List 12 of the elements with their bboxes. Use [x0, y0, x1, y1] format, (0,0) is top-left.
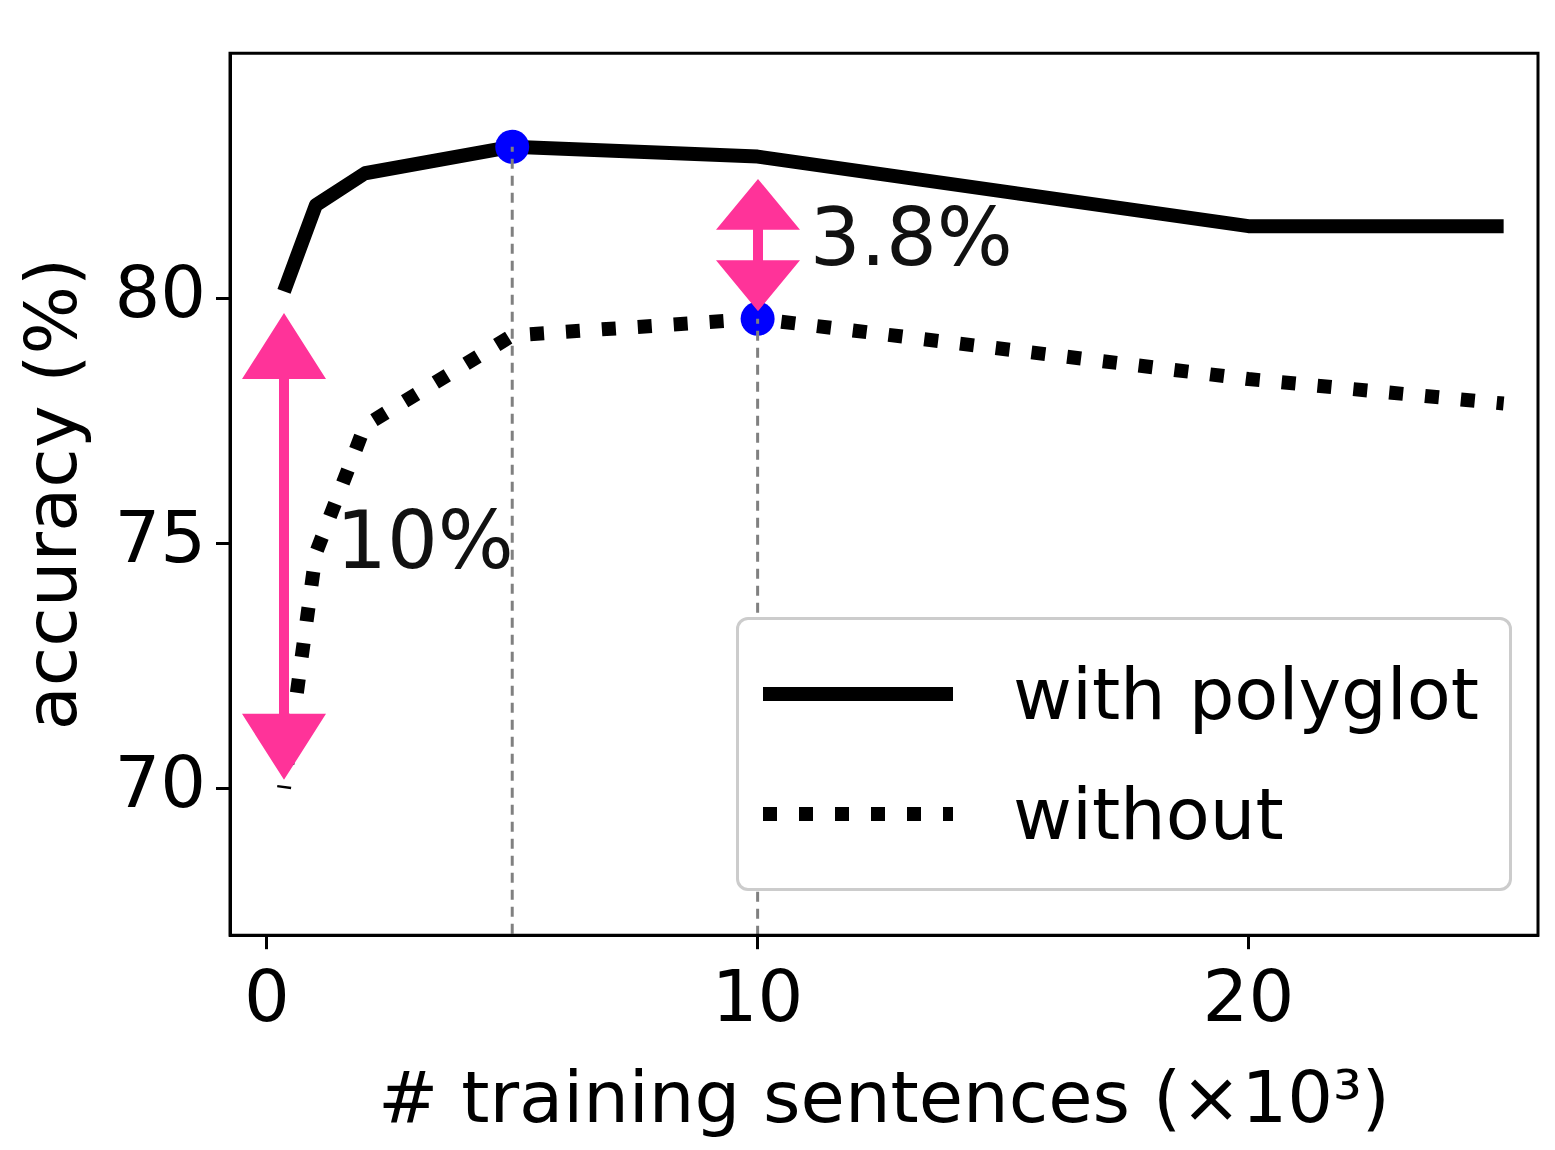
x-tick-label: 10	[711, 954, 804, 1039]
annotation: 3.8%	[809, 191, 1013, 285]
legend-label: with polyglot	[1013, 652, 1479, 737]
x-axis-title: # training sentences (×10³)	[378, 1054, 1390, 1139]
annotation: 10%	[336, 493, 514, 587]
x-tick-label: 20	[1202, 954, 1295, 1039]
y-tick-label: 75	[114, 494, 207, 579]
y-axis-title: accuracy (%)	[8, 258, 93, 731]
x-tick-label: 0	[243, 954, 290, 1039]
legend-label: without	[1013, 772, 1284, 857]
y-tick-label: 80	[114, 249, 207, 334]
y-tick-label: 70	[114, 739, 207, 824]
